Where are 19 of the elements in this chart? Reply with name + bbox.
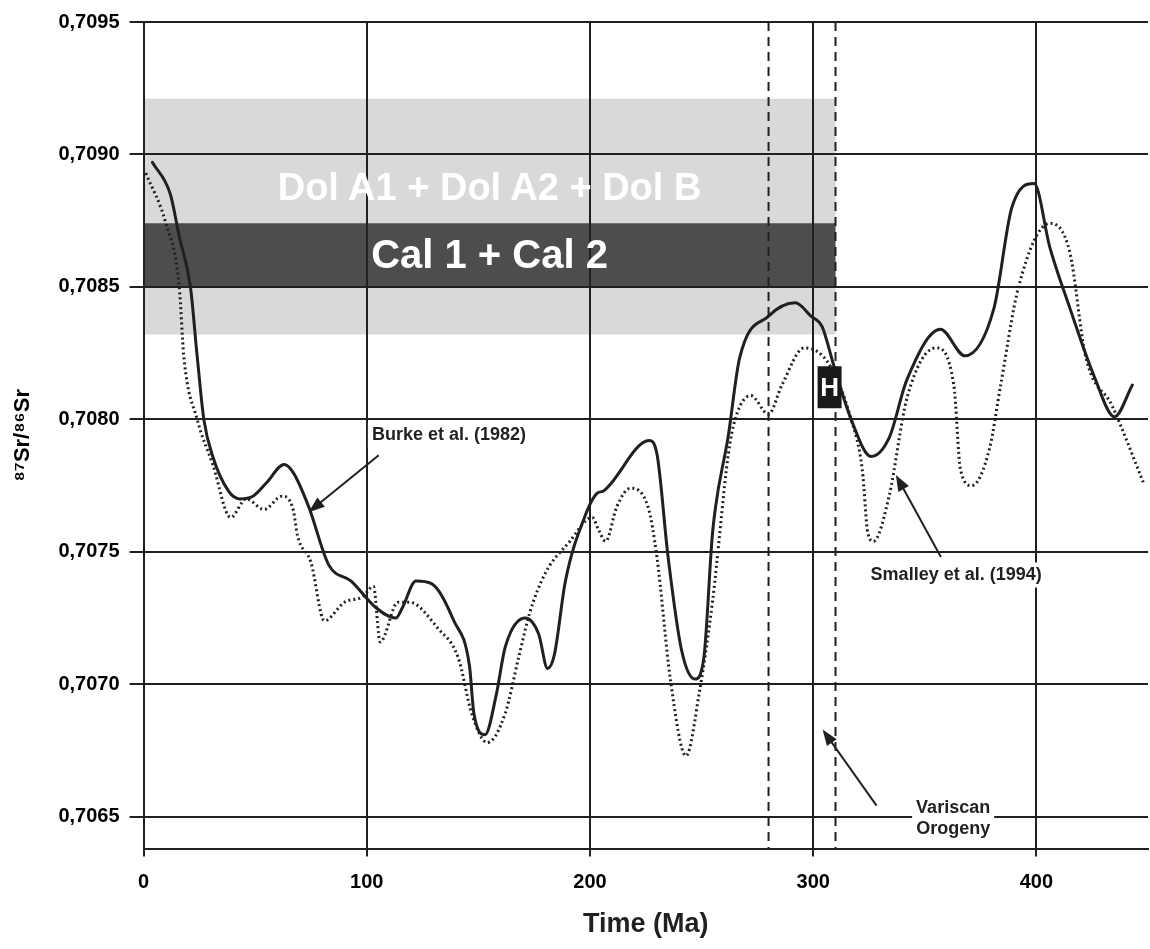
- x-tick-label: 400: [1019, 870, 1054, 893]
- annotation: Variscan Orogeny: [916, 797, 991, 839]
- x-axis-title: Time (Ma): [583, 908, 709, 939]
- y-tick-label: 0,7085: [58, 274, 120, 297]
- annotation: Smalley et al. (1994): [870, 563, 1042, 584]
- band-label: Cal 1 + Cal 2: [371, 232, 608, 277]
- y-tick-label: 0,7090: [58, 141, 120, 164]
- y-tick-label: 0,7065: [58, 804, 120, 827]
- x-tick-label: 200: [573, 870, 607, 893]
- annotation: Burke et al. (1982): [371, 424, 526, 445]
- annotation: H: [820, 371, 839, 402]
- x-tick-label: 100: [350, 870, 384, 893]
- x-tick-label: 0: [138, 870, 150, 893]
- y-tick-label: 0,7095: [58, 9, 120, 32]
- y-tick-label: 0,7080: [58, 406, 120, 429]
- y-tick-label: 0,7075: [58, 539, 120, 562]
- y-tick-label: 0,7070: [58, 671, 120, 694]
- y-axis-title: ⁸⁷Sr/⁸⁶Sr: [9, 388, 35, 482]
- x-tick-label: 300: [796, 870, 830, 893]
